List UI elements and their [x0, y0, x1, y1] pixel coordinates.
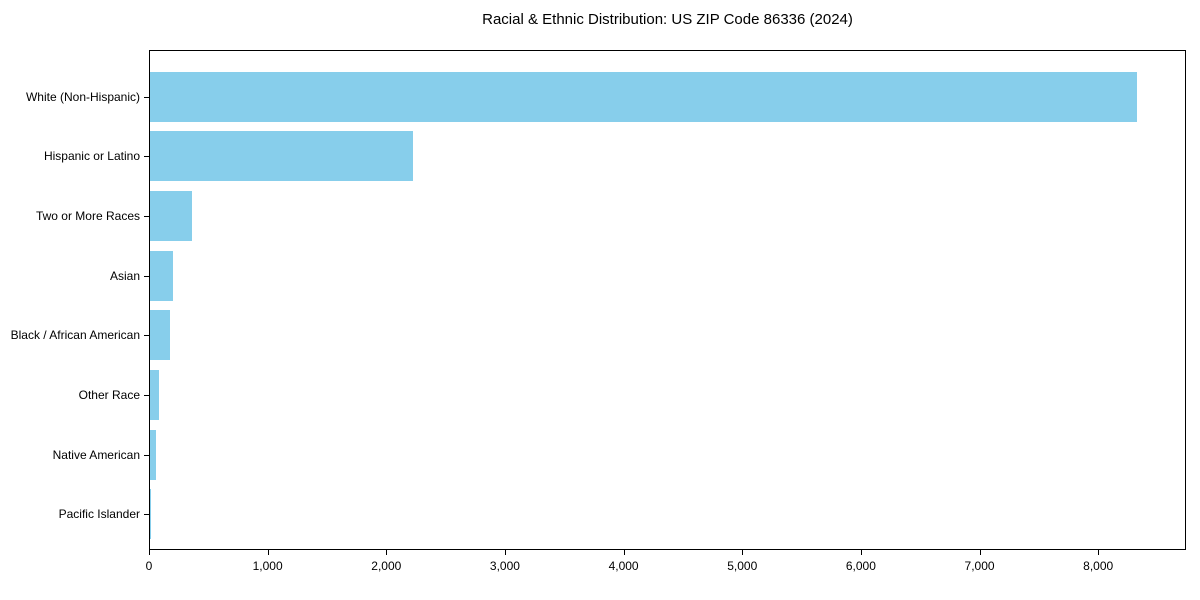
x-tick-mark: [504, 550, 506, 555]
y-tick-mark: [144, 96, 149, 98]
y-tick-mark: [144, 454, 149, 456]
x-tick-label: 6,000: [845, 559, 876, 573]
bar: [150, 131, 413, 182]
x-tick-label: 5,000: [727, 559, 758, 573]
y-tick-label: White (Non-Hispanic): [25, 89, 140, 104]
y-tick-mark: [144, 335, 149, 337]
y-tick-mark: [144, 215, 149, 217]
y-tick-mark: [144, 156, 149, 158]
x-tick-label: 2,000: [371, 559, 402, 573]
x-tick-label: 0: [145, 559, 153, 573]
bar: [150, 370, 160, 420]
y-tick-label: Asian: [109, 268, 140, 283]
x-tick-mark: [149, 550, 150, 555]
bar: [150, 310, 170, 361]
bar: [150, 489, 151, 540]
bar: [150, 429, 156, 480]
x-tick-mark: [860, 550, 862, 555]
x-tick-label: 1,000: [252, 559, 283, 573]
x-tick-mark: [1098, 550, 1100, 555]
x-tick-mark: [386, 550, 388, 555]
y-tick-label: Native American: [52, 447, 140, 462]
x-tick-label: 4,000: [608, 559, 639, 573]
plot-area: [149, 50, 1186, 550]
x-tick-label: 3,000: [489, 559, 520, 573]
y-tick-mark: [144, 395, 149, 396]
y-tick-mark: [144, 514, 149, 516]
y-tick-label: Black / African American: [10, 328, 140, 343]
x-tick-mark: [623, 550, 625, 555]
y-tick-label: Hispanic or Latino: [43, 149, 140, 164]
y-tick-label: Two or More Races: [35, 208, 140, 223]
x-tick-mark: [979, 550, 981, 555]
y-tick-label: Other Race: [78, 388, 140, 402]
x-tick-label: 8,000: [1083, 559, 1114, 573]
chart-title: Racial & Ethnic Distribution: US ZIP Cod…: [482, 11, 853, 28]
y-tick-mark: [144, 275, 149, 277]
bar: [150, 250, 173, 301]
x-tick-mark: [267, 550, 269, 555]
bar: [150, 71, 1138, 122]
x-tick-label: 7,000: [964, 559, 995, 573]
y-tick-label: Pacific Islander: [58, 507, 140, 522]
x-tick-mark: [742, 550, 744, 555]
bar: [150, 190, 193, 241]
